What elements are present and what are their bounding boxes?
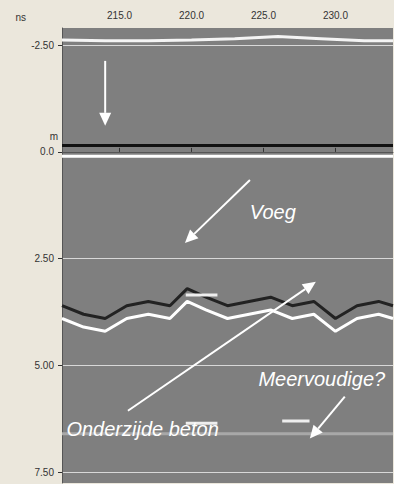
svg-text:7.50: 7.50 <box>35 467 55 478</box>
svg-text:Meervoudige?: Meervoudige? <box>258 368 386 390</box>
svg-text:Onderzijde beton: Onderzijde beton <box>66 418 218 440</box>
svg-text:225.0: 225.0 <box>251 10 276 21</box>
svg-text:-2.50: -2.50 <box>31 40 54 51</box>
svg-text:ns: ns <box>15 12 26 23</box>
svg-text:Voeg: Voeg <box>250 201 296 223</box>
svg-text:230.0: 230.0 <box>323 10 348 21</box>
svg-text:5.00: 5.00 <box>35 360 55 371</box>
svg-text:2.50: 2.50 <box>35 253 55 264</box>
svg-text:0.0: 0.0 <box>40 146 54 157</box>
svg-text:215.0: 215.0 <box>107 10 132 21</box>
svg-text:220.0: 220.0 <box>179 10 204 21</box>
svg-text:m: m <box>50 131 58 142</box>
